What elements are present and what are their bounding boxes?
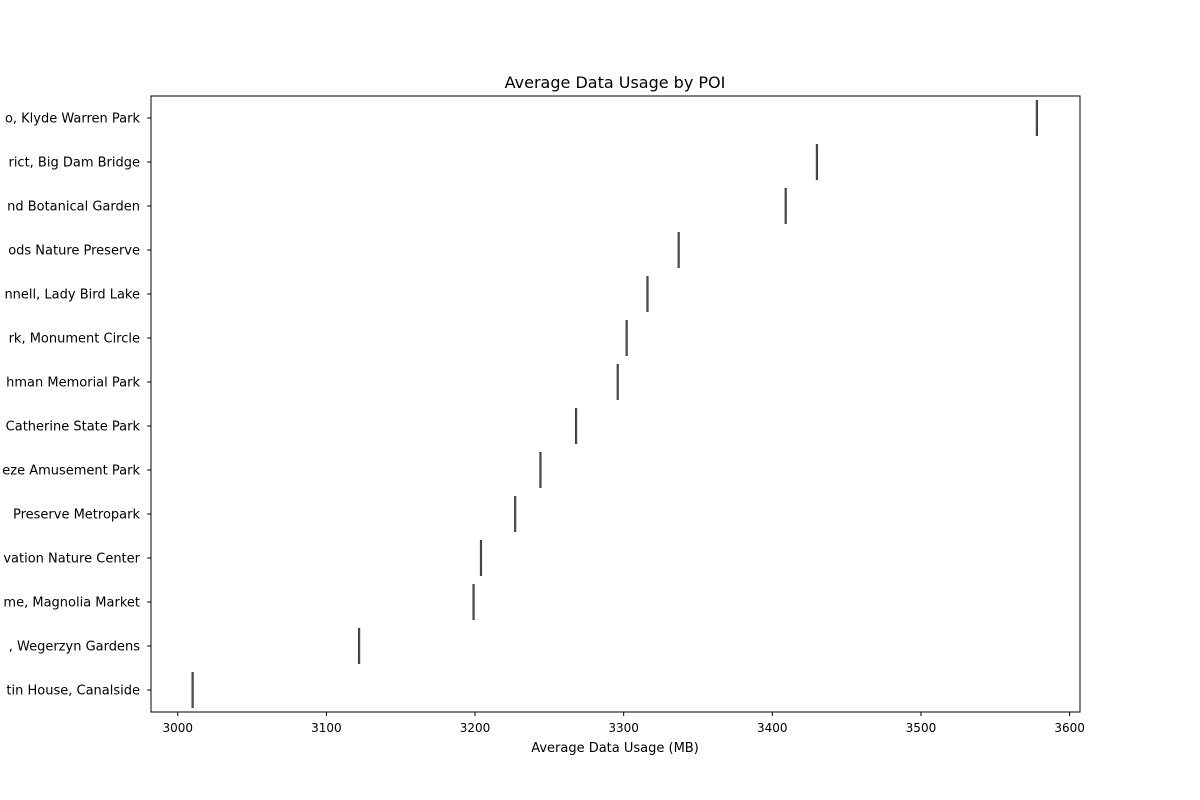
- box-marks: [191, 100, 1038, 708]
- y-tick-label: o, Klyde Warren Park: [5, 112, 141, 127]
- y-tick-label: me, Magnolia Market: [3, 596, 140, 611]
- y-tick-label: nd Botanical Garden: [7, 200, 140, 215]
- box-mark: [1035, 100, 1038, 136]
- x-tick-label: 3400: [757, 721, 788, 735]
- x-tick-label: 3300: [608, 721, 639, 735]
- box-mark: [191, 672, 194, 708]
- x-tick-label: 3200: [460, 721, 491, 735]
- y-tick-label: eze Amusement Park: [2, 464, 140, 479]
- box-mark: [677, 232, 680, 268]
- y-tick-label: rict, Big Dam Bridge: [8, 156, 140, 171]
- y-tick-label: vation Nature Center: [3, 552, 140, 567]
- x-tick-label: 3000: [162, 721, 193, 735]
- y-tick-label: Catherine State Park: [6, 420, 141, 435]
- box-mark: [575, 408, 578, 444]
- x-tick-label: 3600: [1054, 721, 1085, 735]
- box-mark: [815, 144, 819, 180]
- y-tick-label: tin House, Canalside: [6, 684, 140, 699]
- box-mark: [539, 452, 542, 488]
- x-axis-label: Average Data Usage (MB): [531, 741, 699, 756]
- box-mark: [479, 540, 483, 576]
- x-tick-label: 3500: [906, 721, 937, 735]
- x-axis: 3000 3100 3200 3300 3400 3500 3600: [162, 712, 1085, 735]
- x-tick-label: 3100: [311, 721, 342, 735]
- y-axis: o, Klyde Warren Park rict, Big Dam Bridge…: [2, 112, 151, 699]
- box-mark: [625, 320, 628, 356]
- plot-frame: [150, 95, 1081, 713]
- y-tick-label: nnell, Lady Bird Lake: [4, 288, 140, 303]
- box-mark: [646, 276, 649, 312]
- box-mark: [514, 496, 517, 532]
- box-mark: [784, 188, 787, 224]
- box-mark: [358, 628, 361, 664]
- y-tick-label: , Wegerzyn Gardens: [9, 640, 140, 655]
- box-mark: [472, 584, 475, 620]
- chart-title: Average Data Usage by POI: [505, 73, 726, 92]
- box-mark: [616, 364, 619, 400]
- y-tick-label: Preserve Metropark: [9, 508, 141, 523]
- y-tick-label: hman Memorial Park: [6, 376, 140, 391]
- y-tick-label: ods Nature Preserve: [8, 244, 140, 259]
- y-tick-label: rk, Monument Circle: [9, 332, 140, 347]
